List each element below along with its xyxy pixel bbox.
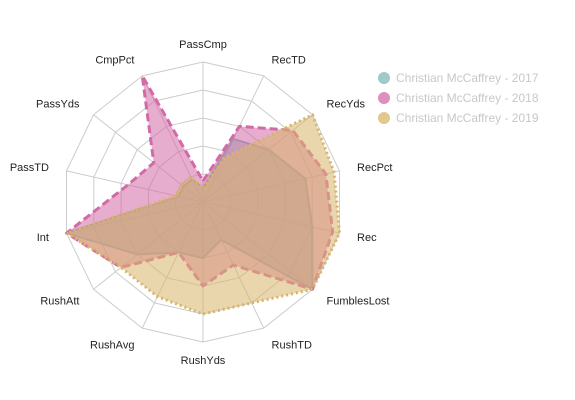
- series-christian-mccaffrey-2019[interactable]: [65, 113, 341, 316]
- radar-series: [65, 74, 341, 316]
- legend-label-2019: Christian McCaffrey - 2019: [396, 111, 539, 125]
- legend-item-2019[interactable]: Christian McCaffrey - 2019: [378, 108, 539, 128]
- axis-label-rec: Rec: [357, 232, 377, 244]
- legend: Christian McCaffrey - 2017 Christian McC…: [378, 68, 539, 128]
- legend-swatch-2018: [378, 92, 390, 104]
- axis-label-rushatt: RushAtt: [40, 296, 79, 308]
- axis-labels: PassCmp RecTD RecYds RecPct Rec FumblesLost Ru…: [10, 39, 393, 367]
- axis-label-passcmp: PassCmp: [179, 39, 227, 51]
- axis-label-rectd: RecTD: [272, 55, 306, 67]
- axis-label-cmppct: CmpPct: [95, 55, 134, 67]
- legend-item-2017[interactable]: Christian McCaffrey - 2017: [378, 68, 539, 88]
- legend-swatch-2017: [378, 72, 390, 84]
- legend-item-2018[interactable]: Christian McCaffrey - 2018: [378, 88, 539, 108]
- axis-label-int: Int: [37, 232, 49, 244]
- axis-label-passyds: PassYds: [36, 98, 80, 110]
- legend-label-2017: Christian McCaffrey - 2017: [396, 71, 539, 85]
- axis-label-rushtd: RushTD: [272, 339, 312, 351]
- legend-swatch-2019: [378, 112, 390, 124]
- axis-label-recpct: RecPct: [357, 162, 392, 174]
- axis-label-rushyds: RushYds: [181, 355, 226, 367]
- axis-label-fumbleslost: FumblesLost: [327, 296, 390, 308]
- axis-label-recyds: RecYds: [327, 98, 366, 110]
- axis-label-rushavg: RushAvg: [90, 339, 134, 351]
- axis-label-passtd: PassTD: [10, 162, 49, 174]
- legend-label-2018: Christian McCaffrey - 2018: [396, 91, 539, 105]
